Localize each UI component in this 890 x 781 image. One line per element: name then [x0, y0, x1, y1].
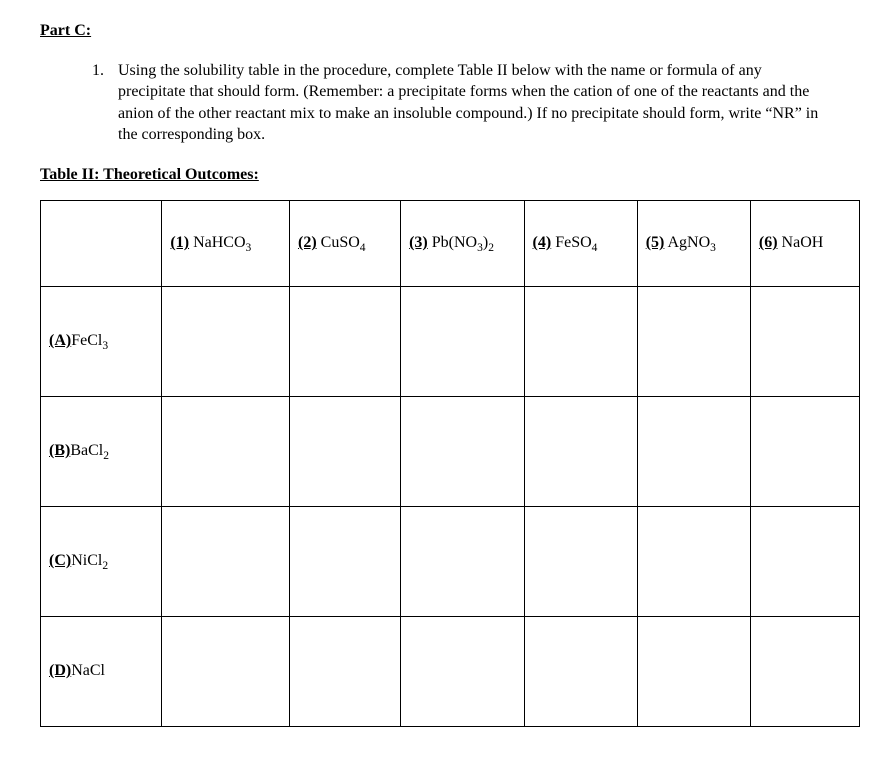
header-blank-cell: [41, 200, 162, 286]
column-header-formula: NaOH: [782, 234, 824, 251]
cell-A-4: [524, 286, 637, 396]
table-row: (D)NaCl: [41, 616, 860, 726]
question-number: 1.: [92, 60, 118, 146]
cell-A-6: [750, 286, 859, 396]
row-header-formula: BaCl2: [70, 442, 109, 459]
column-header-prefix: (1): [170, 234, 189, 251]
row-header-D: (D)NaCl: [41, 616, 162, 726]
cell-A-5: [637, 286, 750, 396]
column-header-formula: NaHCO3: [193, 234, 251, 251]
column-header-formula: FeSO4: [555, 234, 597, 251]
cell-C-2: [289, 506, 400, 616]
cell-C-4: [524, 506, 637, 616]
table-row: (C)NiCl2: [41, 506, 860, 616]
row-header-formula: NiCl2: [71, 552, 108, 569]
cell-D-1: [162, 616, 290, 726]
table-title: Table II: Theoretical Outcomes:: [40, 164, 850, 186]
column-header-4: (4) FeSO4: [524, 200, 637, 286]
cell-C-5: [637, 506, 750, 616]
column-header-2: (2) CuSO4: [289, 200, 400, 286]
cell-A-2: [289, 286, 400, 396]
table-row: (B)BaCl2: [41, 396, 860, 506]
row-header-prefix: (D): [49, 662, 71, 679]
column-header-prefix: (5): [646, 234, 665, 251]
row-header-prefix: (A): [49, 332, 71, 349]
column-header-formula: CuSO4: [321, 234, 366, 251]
row-header-prefix: (B): [49, 442, 70, 459]
row-header-A: (A)FeCl3: [41, 286, 162, 396]
column-header-5: (5) AgNO3: [637, 200, 750, 286]
table-row: (A)FeCl3: [41, 286, 860, 396]
cell-B-2: [289, 396, 400, 506]
column-header-formula: Pb(NO3)2: [432, 234, 494, 251]
cell-D-3: [401, 616, 524, 726]
column-header-prefix: (3): [409, 234, 428, 251]
cell-A-1: [162, 286, 290, 396]
cell-C-3: [401, 506, 524, 616]
table-body: (1) NaHCO3(2) CuSO4(3) Pb(NO3)2(4) FeSO4…: [41, 200, 860, 726]
column-header-1: (1) NaHCO3: [162, 200, 290, 286]
row-header-B: (B)BaCl2: [41, 396, 162, 506]
cell-C-1: [162, 506, 290, 616]
column-header-formula: AgNO3: [668, 234, 716, 251]
cell-B-3: [401, 396, 524, 506]
row-header-formula: NaCl: [71, 662, 105, 679]
part-heading: Part C:: [40, 20, 850, 42]
cell-C-6: [750, 506, 859, 616]
question-text: Using the solubility table in the proced…: [118, 60, 850, 146]
cell-B-4: [524, 396, 637, 506]
cell-B-5: [637, 396, 750, 506]
column-header-prefix: (6): [759, 234, 778, 251]
cell-D-5: [637, 616, 750, 726]
row-header-C: (C)NiCl2: [41, 506, 162, 616]
column-header-prefix: (4): [533, 234, 552, 251]
cell-B-6: [750, 396, 859, 506]
cell-D-4: [524, 616, 637, 726]
cell-A-3: [401, 286, 524, 396]
cell-B-1: [162, 396, 290, 506]
table-header-row: (1) NaHCO3(2) CuSO4(3) Pb(NO3)2(4) FeSO4…: [41, 200, 860, 286]
cell-D-6: [750, 616, 859, 726]
row-header-prefix: (C): [49, 552, 71, 569]
question-block: 1. Using the solubility table in the pro…: [92, 60, 850, 146]
row-header-formula: FeCl3: [71, 332, 108, 349]
outcomes-table: (1) NaHCO3(2) CuSO4(3) Pb(NO3)2(4) FeSO4…: [40, 200, 860, 727]
column-header-3: (3) Pb(NO3)2: [401, 200, 524, 286]
column-header-prefix: (2): [298, 234, 317, 251]
cell-D-2: [289, 616, 400, 726]
column-header-6: (6) NaOH: [750, 200, 859, 286]
